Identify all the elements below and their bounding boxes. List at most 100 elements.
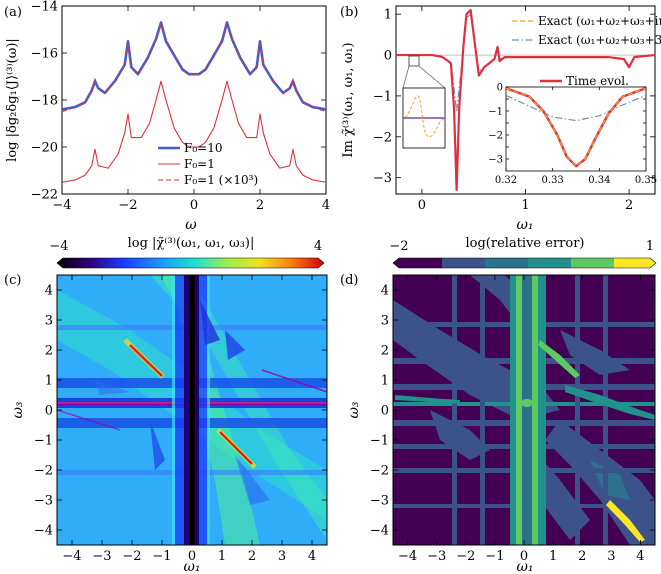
- panel-d-ytick-label: 0: [381, 404, 389, 419]
- panel-a-lines: [62, 21, 326, 183]
- panel-c-xtick-label: −1: [152, 549, 171, 564]
- panel-c-xtick-label: −2: [122, 549, 141, 564]
- panel-c: (c): [4, 273, 328, 574]
- panel-a-xtick-label: 2: [256, 198, 264, 213]
- panel-b-inset-ticks: 0.32 0.33 0.34 0.35 0 −1 −2 −3: [488, 83, 657, 187]
- panel-b-inset: 0.32 0.33 0.34 0.35 0 −1 −2 −3: [488, 83, 657, 187]
- panel-d-xtick-label: −2: [456, 549, 475, 564]
- panel-b-inset-ytick-label: −1: [488, 107, 503, 118]
- panel-b-ytick-label: 1: [384, 8, 392, 23]
- panel-b-xtick-label: 0: [418, 198, 426, 213]
- panel-c-ytick-label: 1: [45, 374, 53, 389]
- panel-b-inset-ytick-label: 0: [497, 83, 503, 94]
- panel-b-ylabel: Im χ̃⁽³⁾(ω₁, ω₁, ω₁): [341, 42, 356, 157]
- panel-b-xlabel: ω₁: [516, 217, 533, 233]
- panel-a-legend-label: F₀=1: [184, 157, 215, 171]
- panel-a-ticks: −4 −2 0 2 4−22−20−18−16−14: [31, 0, 331, 213]
- panel-c-xtick-label: 2: [248, 549, 256, 564]
- panel-b-inset-ytick-label: −2: [488, 131, 503, 142]
- panel-a-xlabel: ω: [185, 217, 197, 233]
- panel-b-ticks: 0 1 2 −3 −2 −1 0 1: [373, 6, 655, 213]
- panel-a-xtick-label: 0: [190, 198, 198, 213]
- panel-c-ytick-label: 4: [45, 284, 53, 299]
- panel-b-xtick-label: 2: [625, 198, 633, 213]
- panel-d-xtick-label: 2: [578, 549, 586, 564]
- panel-d-xtick-label: 4: [636, 549, 644, 564]
- colorbar-d: log(relative error) −2 1: [389, 236, 657, 269]
- panel-d-xtick-label: −4: [398, 549, 417, 564]
- panel-d-xtick-label: 0: [520, 549, 528, 564]
- panel-d-ytick-label: 2: [381, 344, 389, 359]
- panel-b-inset-xtick-label: 0.32: [495, 175, 517, 186]
- panel-c-ytick-label: 0: [45, 404, 53, 419]
- panel-c-ticks: −4 −3 −2 −1 0 1 2 3 4 −4 −3 −2 −1 0 1 2 3 4: [34, 275, 327, 564]
- panel-d: (d): [340, 273, 656, 574]
- panel-b-legend-label: Exact (ω₁+ω₂+ω₃+iη): [538, 14, 661, 28]
- panel-a-ytick-label: −20: [31, 141, 58, 156]
- panel-b-series-line: [396, 8, 655, 192]
- colorbar-c-max: 4: [314, 239, 322, 254]
- panel-a-series-line: [62, 21, 326, 111]
- panel-c-label: (c): [4, 273, 21, 288]
- panel-b-ytick-label: −2: [373, 130, 392, 145]
- panel-b-zoom-connector-right: [418, 65, 446, 89]
- panel-d-ticks: −4 −3 −2 −1 0 1 2 3 4 −4 −3 −2 −1 0 1 2 3 4: [370, 275, 655, 564]
- panel-b-ytick-label: −3: [373, 171, 392, 186]
- panel-d-ytick-label: −2: [370, 464, 389, 479]
- panel-c-xtick-label: 0: [188, 549, 196, 564]
- panel-b-inset-xtick-label: 0.33: [542, 175, 564, 186]
- panel-b-inset-ytick-label: −3: [488, 155, 503, 166]
- panel-d-label: (d): [340, 273, 358, 288]
- panel-d-ytick-label: 3: [381, 314, 389, 329]
- panel-d-ytick-label: 4: [381, 284, 389, 299]
- panel-a-ylabel: log |δg₂δg₁⟨J⟩⁽³⁾(ω)|: [5, 38, 20, 162]
- panel-a-ytick-label: −16: [31, 47, 58, 62]
- colorbar-c-min: −4: [49, 239, 68, 254]
- panel-b-zoom-connector-left: [402, 65, 410, 89]
- panel-a: (a) −4 −2 0 2 4−22−20−18−16−14 ω log |δg₂δg₁…: [4, 0, 330, 233]
- panel-d-ytick-label: −1: [370, 434, 389, 449]
- panel-a-legend-label: F₀=1 (×10³): [184, 173, 258, 187]
- panel-c-ytick-label: −1: [34, 434, 53, 449]
- panel-c-ylabel: ω₃: [10, 401, 26, 418]
- panel-b-zoom-box: [408, 55, 420, 67]
- panel-c-ytick-label: −4: [34, 524, 53, 539]
- panel-d-xtick-label: 3: [607, 549, 615, 564]
- panel-d-xlabel: ω₁: [516, 559, 533, 574]
- colorbar-d-min: −2: [389, 239, 408, 254]
- panel-a-xtick-label: −4: [52, 198, 71, 213]
- panel-b-legend-label: Time evol.: [566, 74, 629, 88]
- panel-b-lines: [396, 8, 655, 192]
- panel-a-xtick-label: 4: [322, 198, 330, 213]
- panel-d-xtick-label: −3: [427, 549, 446, 564]
- panel-c-xlabel: ω₁: [183, 559, 200, 574]
- panel-a-xtick-label: −2: [118, 198, 137, 213]
- panel-d-ytick-label: −3: [370, 494, 389, 509]
- panel-d-xtick-label: 1: [549, 549, 557, 564]
- panel-b-inset-lines: [506, 87, 646, 168]
- panel-d-xtick-label: −1: [485, 549, 504, 564]
- panel-b-ytick-label: −1: [373, 89, 392, 104]
- panel-b-inset-xtick-label: 0.34: [588, 175, 610, 186]
- panel-c-heatmap: [57, 275, 327, 545]
- panel-b-legend-label: Exact (ω₁+ω₂+ω₃+3iη): [538, 33, 661, 47]
- colorbar-c: log |χ̃⁽³⁾(ω₁, ω₁, ω₃)| −4 4: [49, 236, 325, 269]
- panel-a-ytick-label: −22: [31, 188, 58, 203]
- colorbar-d-title: log(relative error): [466, 236, 585, 251]
- panel-c-xtick-label: −4: [62, 549, 81, 564]
- panel-b-inset-series-line: [506, 87, 646, 167]
- panel-a-label: (a): [4, 5, 22, 20]
- panel-c-xtick-label: 3: [278, 549, 286, 564]
- panel-b-legend: Exact (ω₁+ω₂+ω₃+iη) Exact (ω₁+ω₂+ω₃+3iη) T…: [512, 14, 661, 88]
- panel-b-label: (b): [340, 5, 358, 20]
- panel-c-xtick-label: 4: [308, 549, 316, 564]
- colorbar-c-title: log |χ̃⁽³⁾(ω₁, ω₁, ω₃)|: [128, 236, 255, 251]
- panel-c-ytick-label: −2: [34, 464, 53, 479]
- panel-c-ytick-label: −3: [34, 494, 53, 509]
- panel-b-xtick-label: 1: [521, 198, 529, 213]
- panel-b: (b) 0 1 2−3−2−101 ω₁ Im χ̃⁽³⁾(ω₁, ω₁, ω₁) …: [340, 5, 661, 233]
- colorbar-d-max: 1: [646, 239, 654, 254]
- panel-d-ytick-label: 1: [381, 374, 389, 389]
- panel-b-zoom-inset: [402, 87, 446, 149]
